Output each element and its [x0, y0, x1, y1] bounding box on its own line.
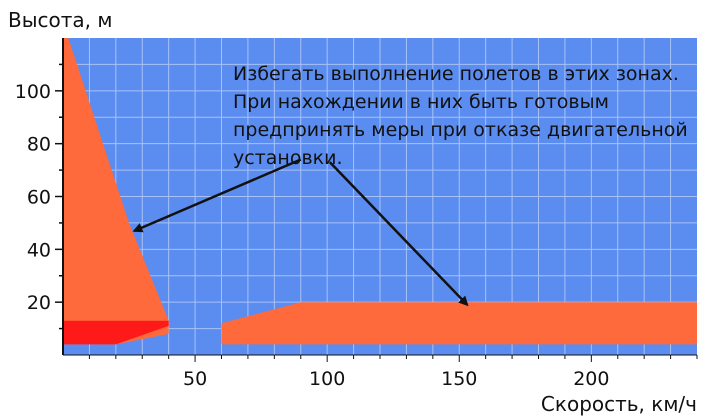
- annotation-line: Избегать выполнение полетов в этих зонах…: [233, 63, 679, 85]
- x-tick-label: 50: [183, 368, 207, 390]
- axes: 20 40 60 80 100 50 100 150 200: [15, 38, 698, 390]
- y-tick-label: 60: [27, 187, 51, 209]
- annotation-arrow: [132, 158, 302, 233]
- x-axis-label: Скорость, км/ч: [540, 392, 697, 416]
- annotation: Избегать выполнение полетов в этих зонах…: [233, 60, 703, 172]
- x-tick-label: 200: [573, 368, 609, 390]
- annotation-line: установки.: [233, 147, 343, 169]
- annotation-arrow: [328, 161, 469, 307]
- avoid-zone: [221, 302, 697, 345]
- annotation-line: При нахождении в них быть готовым: [233, 91, 609, 113]
- y-tick-label: 20: [27, 292, 51, 314]
- annotation-line: предпринять меры при отказе двигательной: [233, 119, 688, 141]
- critical-zone: [63, 320, 169, 345]
- avoid-zone: [63, 38, 169, 345]
- y-axis-label: Высота, м: [8, 8, 113, 32]
- y-tick-label: 80: [27, 134, 51, 156]
- x-tick-label: 100: [309, 368, 345, 390]
- y-tick-label: 40: [27, 239, 51, 261]
- zones: [63, 38, 697, 345]
- annotation-arrows: [132, 158, 469, 307]
- y-tick-label: 100: [15, 81, 51, 103]
- x-tick-label: 150: [441, 368, 477, 390]
- grid: [63, 38, 697, 355]
